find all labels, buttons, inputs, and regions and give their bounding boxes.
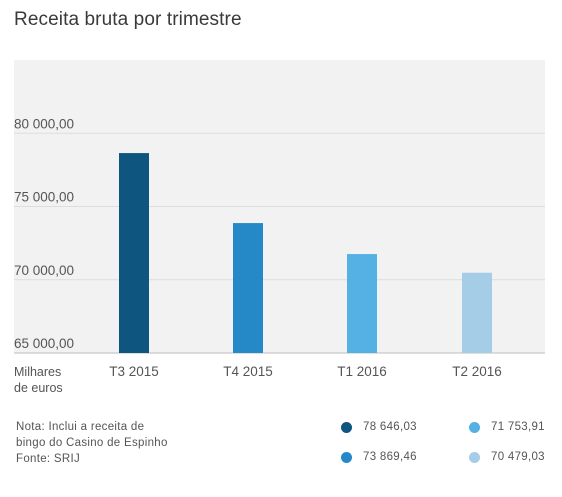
bar-1 bbox=[119, 153, 149, 353]
legend-item-1: 78 646,03 bbox=[341, 421, 417, 433]
bar-4 bbox=[462, 272, 492, 353]
y-tick-label: 80 000,00 bbox=[14, 116, 74, 131]
legend-label-3: 71 753,91 bbox=[491, 421, 545, 433]
legend-dot-3 bbox=[469, 421, 480, 433]
unit-label-line-2: de euros bbox=[14, 381, 63, 395]
note-line-1: Nota: Inclui a receita de bbox=[16, 421, 145, 433]
legend-item-2: 73 869,46 bbox=[341, 451, 417, 463]
legend-item-4: 70 479,03 bbox=[469, 451, 545, 463]
x-tick-label: T2 2016 bbox=[452, 364, 502, 379]
legend-dot-1 bbox=[341, 421, 352, 433]
bar-2 bbox=[233, 223, 263, 353]
chart-note: Nota: Inclui a receita de bingo do Casin… bbox=[16, 419, 168, 467]
y-tick-label: 75 000,00 bbox=[14, 190, 74, 205]
chart-title: Receita bruta por trimestre bbox=[14, 9, 242, 30]
bar-chart: 65 000,00 70 000,00 75 000,00 80 000,00 T3 … bbox=[14, 60, 545, 395]
legend-label-2: 73 869,46 bbox=[363, 451, 417, 463]
legend-item-3: 71 753,91 bbox=[469, 421, 545, 433]
legend-label-4: 70 479,03 bbox=[491, 451, 545, 463]
x-tick-label: T3 2015 bbox=[109, 364, 159, 379]
unit-label-line-1: Milhares bbox=[14, 365, 61, 379]
x-tick-label: T1 2016 bbox=[337, 364, 387, 379]
bar-3 bbox=[347, 254, 377, 353]
legend-dot-2 bbox=[341, 451, 352, 463]
y-tick-label: 70 000,00 bbox=[14, 263, 74, 278]
x-tick-label: T4 2015 bbox=[223, 364, 273, 379]
y-tick-label: 65 000,00 bbox=[14, 336, 74, 351]
legend-label-1: 78 646,03 bbox=[363, 421, 417, 433]
source-line: Fonte: SRIJ bbox=[16, 453, 81, 465]
legend-dot-4 bbox=[469, 451, 480, 463]
note-line-2: bingo do Casino de Espinho bbox=[16, 437, 168, 449]
